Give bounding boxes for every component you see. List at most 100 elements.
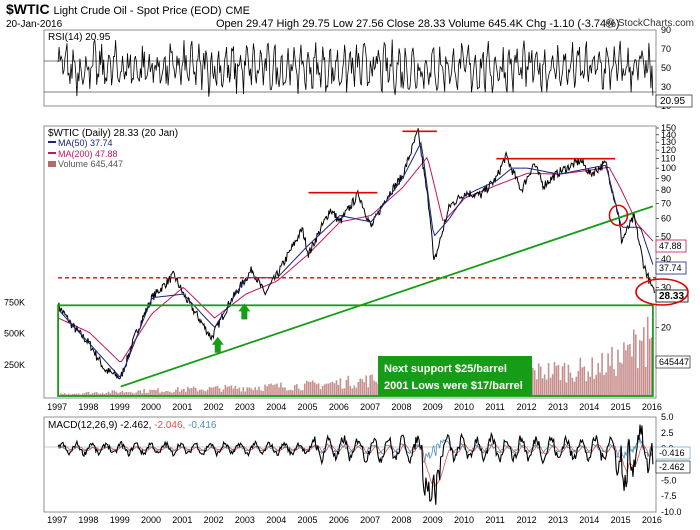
volume-bar xyxy=(115,391,118,396)
ma50-value-box xyxy=(655,261,687,275)
volume-bar xyxy=(335,380,338,396)
x-axis-top: 1997 1998 1999 2000 2001 2002 2003 2004 2005 2006… xyxy=(47,402,662,412)
volume-bar xyxy=(607,353,609,396)
volume-bar xyxy=(68,393,70,396)
year-tick-label: 2006 xyxy=(329,402,349,412)
volume-bar xyxy=(543,374,546,396)
volume-value: 645447 xyxy=(659,357,689,367)
volume-bar xyxy=(571,377,574,396)
volume-bar xyxy=(323,384,326,396)
volume-bar xyxy=(264,384,266,396)
year-tick-label: 1998 xyxy=(78,402,98,412)
price-tick-label: 140 xyxy=(661,130,676,140)
volume-bar xyxy=(145,392,147,396)
volume-bar xyxy=(333,383,336,396)
legend-volume-swatch xyxy=(48,161,56,167)
year-tick-label: 2012 xyxy=(517,515,537,525)
year-tick-label: 2014 xyxy=(579,515,599,525)
volume-bar xyxy=(611,346,613,396)
volume-bar xyxy=(226,386,229,396)
watermark: @ StockCharts.com xyxy=(604,18,694,29)
volume-bar xyxy=(583,366,586,396)
year-tick-label: 1997 xyxy=(47,515,67,525)
volume-bar xyxy=(290,389,292,396)
quote-date: 20-Jan-2016 xyxy=(6,19,63,30)
price-tick-label: 150 xyxy=(661,123,676,133)
volume-bar xyxy=(200,389,203,396)
volume-bar xyxy=(125,391,128,396)
volume-bar xyxy=(129,391,132,396)
legend-ma200-swatch xyxy=(48,152,56,154)
volume-bar xyxy=(135,392,137,396)
ohlc-summary: Open 29.47 High 29.75 Low 27.56 Close 28… xyxy=(216,18,620,30)
uptrend-line xyxy=(120,205,654,388)
volume-bar xyxy=(194,388,197,396)
year-tick-label: 2001 xyxy=(172,402,192,412)
macd-tick-label: -5.0 xyxy=(661,475,677,485)
volume-bar xyxy=(151,389,153,396)
volume-bar xyxy=(117,393,120,396)
volume-bar xyxy=(238,387,241,396)
volume-bar xyxy=(557,364,560,396)
volume-bar xyxy=(109,393,112,396)
volume-bar xyxy=(127,392,130,396)
close-value-box xyxy=(655,289,689,303)
x-axis-bottom: 1997 1998 1999 2000 2001 2002 2003 2004 2005 2006… xyxy=(47,515,662,525)
volume-bar xyxy=(351,388,354,396)
year-tick-label: 2008 xyxy=(391,402,411,412)
macd-label-signal: -2.046, xyxy=(154,420,185,431)
volume-bar xyxy=(260,390,262,396)
rsi-tick-label: 90 xyxy=(661,25,671,35)
year-tick-label: 2004 xyxy=(266,402,286,412)
rsi-tick-label: 70 xyxy=(661,44,671,54)
volume-bar xyxy=(597,363,599,396)
year-tick-label: 2011 xyxy=(485,402,504,412)
volume-bar xyxy=(202,390,205,396)
volume-bar xyxy=(373,380,375,396)
volume-bar xyxy=(579,357,582,396)
support-note-box xyxy=(378,356,532,396)
volume-bar xyxy=(535,379,538,396)
volume-bar xyxy=(573,381,576,396)
volume-bar xyxy=(609,365,611,396)
volume-bar xyxy=(619,362,621,396)
volume-bar xyxy=(327,383,330,396)
price-tick-label: 120 xyxy=(661,145,676,155)
volume-bar xyxy=(216,386,219,396)
close-value: 28.33 xyxy=(659,291,684,302)
volume-bar xyxy=(131,392,133,396)
price-tick-label: 40 xyxy=(661,254,671,264)
legend-title: $WTIC (Daily) 28.33 (20 Jan) xyxy=(48,128,178,139)
volume-bar xyxy=(155,390,157,396)
volume-bar xyxy=(244,391,247,396)
volume-bar xyxy=(262,391,264,396)
volume-bar xyxy=(218,388,221,396)
volume-bar xyxy=(549,377,552,396)
volume-bar xyxy=(367,387,369,396)
price-tick-label: 30 xyxy=(661,282,671,292)
volume-bar xyxy=(228,386,231,396)
volume-bar xyxy=(242,387,245,396)
volume-bar xyxy=(97,393,100,396)
macd-hist-value-box xyxy=(655,446,691,460)
volume-bar xyxy=(561,366,564,396)
volume-bar xyxy=(331,381,334,396)
volume-bar xyxy=(631,356,633,396)
macd-label-hist: -0.416 xyxy=(188,420,217,431)
volume-bar xyxy=(204,391,207,396)
volume-bar xyxy=(361,379,363,396)
volume-bar xyxy=(286,390,288,396)
legend-ma200: MA(200) 47.88 xyxy=(58,149,118,159)
year-tick-label: 2005 xyxy=(298,515,318,525)
volume-bar xyxy=(337,384,340,396)
year-tick-label: 2016 xyxy=(642,515,662,525)
volume-bar xyxy=(232,388,235,396)
volume-bar xyxy=(648,338,651,396)
volume-bar xyxy=(208,386,211,396)
volume-bar xyxy=(303,383,306,396)
volume-bar xyxy=(537,363,540,396)
exchange: CME xyxy=(225,5,250,17)
price-tick-label: 90 xyxy=(661,174,671,184)
volume-bar xyxy=(258,386,260,396)
volume-bar xyxy=(266,386,268,396)
